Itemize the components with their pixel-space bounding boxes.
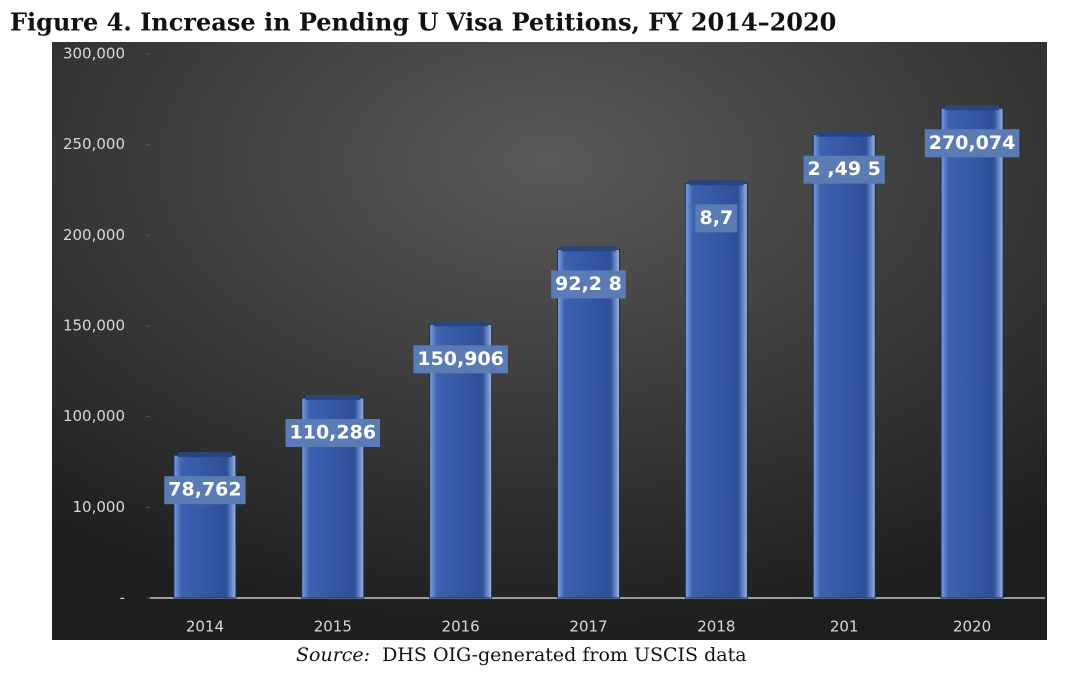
y-tick-label: 250,000 bbox=[63, 135, 125, 153]
bar-top bbox=[177, 452, 232, 458]
x-tick-label: 2017 bbox=[569, 618, 607, 636]
value-label: 78,762 bbox=[168, 479, 241, 501]
y-tick-label: 10,000 bbox=[73, 498, 126, 516]
source-text: DHS OIG-generated from USCIS data bbox=[382, 644, 746, 666]
value-label-box bbox=[924, 129, 1020, 158]
bar bbox=[940, 107, 1004, 599]
value-label-box bbox=[551, 270, 626, 299]
x-tick-label: 201 bbox=[830, 618, 859, 636]
value-label-box bbox=[695, 204, 738, 233]
bar-top bbox=[305, 395, 360, 401]
x-tick-label: 2018 bbox=[697, 618, 735, 636]
chart-title: Figure 4. Increase in Pending U Visa Pet… bbox=[10, 8, 836, 37]
value-label: 92,2 8 bbox=[555, 273, 622, 295]
bar bbox=[557, 248, 620, 599]
y-tick-label: 200,000 bbox=[63, 226, 125, 244]
y-tick-label: 300,000 bbox=[63, 45, 125, 63]
x-tick-label: 2014 bbox=[186, 618, 224, 636]
y-tick-label: - bbox=[120, 589, 125, 607]
x-tick-label: 2020 bbox=[953, 618, 991, 636]
value-label: 110,286 bbox=[290, 422, 377, 444]
bar-top bbox=[433, 321, 488, 327]
x-tick-label: 2015 bbox=[314, 618, 352, 636]
value-label: 2 ,49 5 bbox=[808, 158, 881, 180]
y-tick-label: 150,000 bbox=[63, 317, 125, 335]
value-label: 270,074 bbox=[929, 132, 1016, 154]
value-label-box bbox=[164, 476, 246, 505]
bar-top bbox=[817, 131, 872, 137]
value-label-box bbox=[803, 155, 885, 184]
value-label: 8,7 bbox=[700, 207, 734, 229]
y-tick-label: 100,000 bbox=[63, 407, 125, 425]
x-tick-label: 2016 bbox=[442, 618, 480, 636]
value-label: 150,906 bbox=[417, 348, 504, 370]
bar-top bbox=[945, 105, 1000, 111]
source-label: Source: bbox=[296, 644, 370, 666]
value-label-box bbox=[413, 345, 508, 374]
source: Source: DHS OIG-generated from USCIS dat… bbox=[296, 644, 747, 666]
bar bbox=[684, 182, 748, 599]
value-label-box bbox=[285, 419, 381, 448]
bar-top bbox=[561, 246, 616, 252]
bar bbox=[812, 134, 876, 599]
bar-top bbox=[689, 180, 744, 186]
